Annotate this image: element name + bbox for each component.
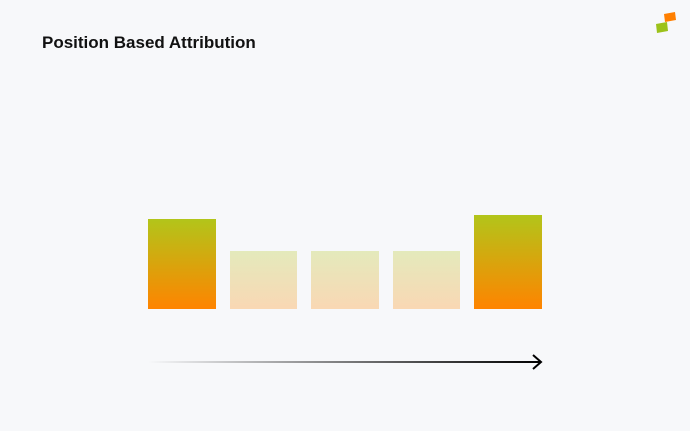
bar (230, 251, 297, 309)
logo (656, 12, 676, 33)
bars (148, 215, 542, 309)
bar (311, 251, 379, 309)
bar (393, 251, 460, 309)
arrow-line (148, 361, 540, 363)
logo-square (656, 22, 668, 33)
bar (474, 215, 542, 309)
bar (148, 219, 216, 309)
logo-square (664, 12, 676, 22)
arrow-head (532, 354, 543, 370)
title: Position Based Attribution (42, 33, 256, 52)
arrow (148, 354, 543, 370)
